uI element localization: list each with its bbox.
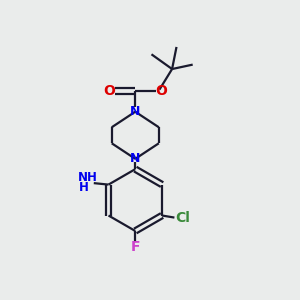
Text: O: O: [103, 84, 115, 98]
Text: Cl: Cl: [175, 212, 190, 226]
Text: N: N: [130, 105, 140, 118]
Text: N: N: [130, 152, 140, 165]
Text: H: H: [79, 181, 88, 194]
Text: O: O: [155, 84, 167, 98]
Text: F: F: [130, 240, 140, 254]
Text: NH: NH: [78, 171, 98, 184]
